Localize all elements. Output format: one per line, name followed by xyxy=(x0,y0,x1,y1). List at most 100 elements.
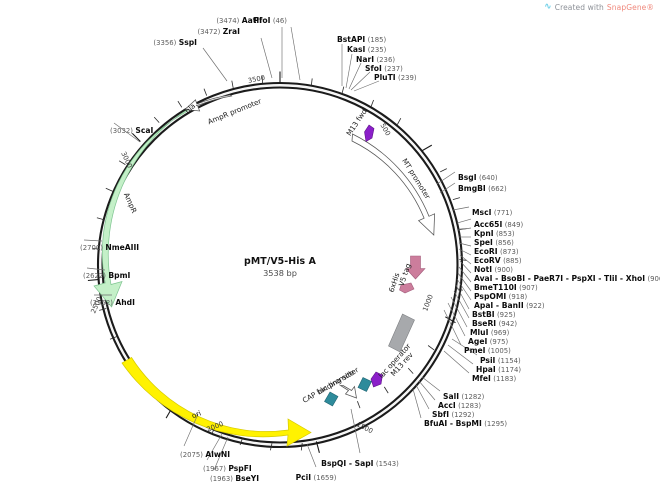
enzyme-name: KasI xyxy=(347,45,366,54)
enzyme-label-avai-bsobi-paer7i-pspxi-tlii-xhoi[interactable]: AvaI - BsoBI - PaeR7I - PspXI - TliI - X… xyxy=(474,274,660,284)
plasmid-name-block: pMT/V5-His A 3538 bp xyxy=(244,256,316,278)
enzyme-label-agei[interactable]: AgeI (975) xyxy=(468,337,508,347)
enzyme-label-bsgi[interactable]: BsgI (640) xyxy=(458,173,498,183)
enzyme-label-noti[interactable]: NotI (900) xyxy=(474,265,513,275)
enzyme-name: SbfI xyxy=(432,410,450,419)
v5-tag-feature[interactable] xyxy=(405,255,426,280)
enzyme-label-spei[interactable]: SpeI (856) xyxy=(474,238,514,248)
enzyme-name: BstAPI xyxy=(337,35,366,44)
enzyme-label-bstbi[interactable]: BstBI (925) xyxy=(472,310,516,320)
enzyme-position: (3356) xyxy=(153,39,177,47)
m13-fwd-primer[interactable] xyxy=(364,124,375,142)
enzyme-position: (873) xyxy=(500,248,519,256)
enzyme-name: PmeI xyxy=(464,346,486,355)
enzyme-name: AlwNI xyxy=(205,450,231,459)
enzyme-position: (969) xyxy=(490,329,510,337)
enzyme-label-hpai[interactable]: HpaI (1174) xyxy=(476,365,521,375)
ori-gene-arrow[interactable] xyxy=(121,357,312,447)
enzyme-label-sspi[interactable]: (3356) SspI xyxy=(153,38,197,48)
m13-rev-primer[interactable] xyxy=(370,371,383,388)
enzyme-label-pfoi[interactable]: PfoI (46) xyxy=(254,16,288,26)
enzyme-name: HpaI xyxy=(476,365,496,374)
enzyme-position: (2552) xyxy=(90,299,113,307)
lac-promoter-arrow[interactable] xyxy=(339,385,357,399)
enzyme-name: AvaI - BsoBI - PaeR7I - PspXI - TliI - X… xyxy=(474,274,646,283)
enzyme-label-bseri[interactable]: BseRI (942) xyxy=(472,319,517,329)
watermark-brand: SnapGene® xyxy=(606,3,654,12)
enzyme-label-bmet110i[interactable]: BmeT110I (907) xyxy=(474,283,538,293)
label-leader-lines xyxy=(83,26,478,471)
enzyme-name: BsgI xyxy=(458,173,477,182)
enzyme-name: ApaI - BanII xyxy=(474,301,524,310)
enzyme-position: (918) xyxy=(508,293,528,301)
enzyme-position: (856) xyxy=(495,239,514,247)
watermark-text: Created with xyxy=(554,3,604,12)
mt-promoter-arrow[interactable] xyxy=(351,133,435,236)
enzyme-name: AatII xyxy=(241,16,262,25)
tick-marks xyxy=(87,71,456,453)
enzyme-position: (1005) xyxy=(487,347,511,355)
enzyme-name: SpeI xyxy=(474,238,493,247)
enzyme-label-scai[interactable]: (3032) ScaI xyxy=(110,126,153,136)
enzyme-position: (1659) xyxy=(313,474,337,482)
enzyme-name: Acc65I xyxy=(474,220,503,229)
enzyme-label-acc65i[interactable]: Acc65I (849) xyxy=(474,220,523,230)
6xhis-tag-feature[interactable] xyxy=(399,282,415,294)
enzyme-label-bstapi[interactable]: BstAPI (185) xyxy=(337,35,386,45)
enzyme-label-ecorv[interactable]: EcoRV (885) xyxy=(474,256,522,266)
enzyme-label-sbfi[interactable]: SbfI (1292) xyxy=(432,410,474,420)
enzyme-label-acci[interactable]: AccI (1283) xyxy=(438,401,481,411)
enzyme-name: NmeAIII xyxy=(105,243,140,252)
enzyme-label-pspomi[interactable]: PspOMI (918) xyxy=(474,292,527,302)
enzyme-name: BseRI xyxy=(472,319,497,328)
enzyme-label-pmei[interactable]: PmeI (1005) xyxy=(464,346,511,356)
enzyme-label-msci[interactable]: MscI (771) xyxy=(472,208,512,218)
ampr-promoter-arrow[interactable] xyxy=(184,94,233,112)
enzyme-position: (640) xyxy=(479,174,498,182)
enzyme-label-pspfi[interactable]: (1967) PspFI xyxy=(203,464,252,474)
enzyme-label-alwni[interactable]: (2075) AlwNI xyxy=(180,450,230,460)
enzyme-position: (1282) xyxy=(461,393,485,401)
enzyme-label-aatii[interactable]: (3474) AatII xyxy=(216,16,262,26)
enzyme-name: PfoI xyxy=(253,16,271,25)
enzyme-name: SspI xyxy=(178,38,197,47)
enzyme-name: BfuAI - BspMI xyxy=(424,419,482,428)
enzyme-label-mfei[interactable]: MfeI (1183) xyxy=(472,374,516,384)
cap-binding-site-feature[interactable] xyxy=(324,391,339,407)
enzyme-name: BstBI xyxy=(472,310,495,319)
enzyme-label-bseyi[interactable]: (1963) BseYI xyxy=(210,474,259,484)
enzyme-position: (1283) xyxy=(458,402,482,410)
enzyme-name: PspOMI xyxy=(474,292,507,301)
enzyme-label-kpni[interactable]: KpnI (853) xyxy=(474,229,515,239)
enzyme-name: PsiI xyxy=(480,356,496,365)
enzyme-label-bspqi-sapi[interactable]: BspQI - SapI (1543) xyxy=(321,459,399,469)
enzyme-label-apai-banii[interactable]: ApaI - BanII (922) xyxy=(474,301,545,311)
enzyme-label-zrai[interactable]: (3472) ZraI xyxy=(197,27,240,37)
enzyme-position: (1292) xyxy=(451,411,475,419)
enzyme-label-nari[interactable]: NarI (236) xyxy=(356,55,395,65)
sv40-polya-feature[interactable] xyxy=(388,313,415,353)
ampr-gene-arrow[interactable] xyxy=(93,104,197,308)
enzyme-label-mlui[interactable]: MluI (969) xyxy=(470,328,509,338)
enzyme-label-pcii[interactable]: PciI (1659) xyxy=(296,473,337,483)
enzyme-label-ecori[interactable]: EcoRI (873) xyxy=(474,247,519,257)
enzyme-label-bfuai-bspmi[interactable]: BfuAI - BspMI (1295) xyxy=(424,419,507,429)
enzyme-position: (849) xyxy=(504,221,524,229)
enzyme-label-ahdi[interactable]: (2552) AhdI xyxy=(90,298,135,308)
enzyme-label-bmgbi[interactable]: BmgBI (662) xyxy=(458,184,507,194)
lac-operator-feature[interactable] xyxy=(357,377,372,392)
enzyme-label-sali[interactable]: SalI (1282) xyxy=(443,392,484,402)
enzyme-name: BmeT110I xyxy=(474,283,517,292)
enzyme-name: KpnI xyxy=(474,229,494,238)
enzyme-position: (885) xyxy=(503,257,522,265)
enzyme-position: (3032) xyxy=(110,127,133,135)
enzyme-position: (1154) xyxy=(497,357,521,365)
enzyme-label-nmeaiii[interactable]: (2700) NmeAIII xyxy=(80,243,139,253)
enzyme-position: (925) xyxy=(496,311,516,319)
enzyme-label-sfoi[interactable]: SfoI (237) xyxy=(365,64,403,74)
enzyme-label-psii[interactable]: PsiI (1154) xyxy=(480,356,521,366)
enzyme-label-pluti[interactable]: PluTI (239) xyxy=(374,73,417,83)
enzyme-label-kasi[interactable]: KasI (235) xyxy=(347,45,386,55)
enzyme-label-bpmi[interactable]: (2622) BpmI xyxy=(83,271,130,281)
